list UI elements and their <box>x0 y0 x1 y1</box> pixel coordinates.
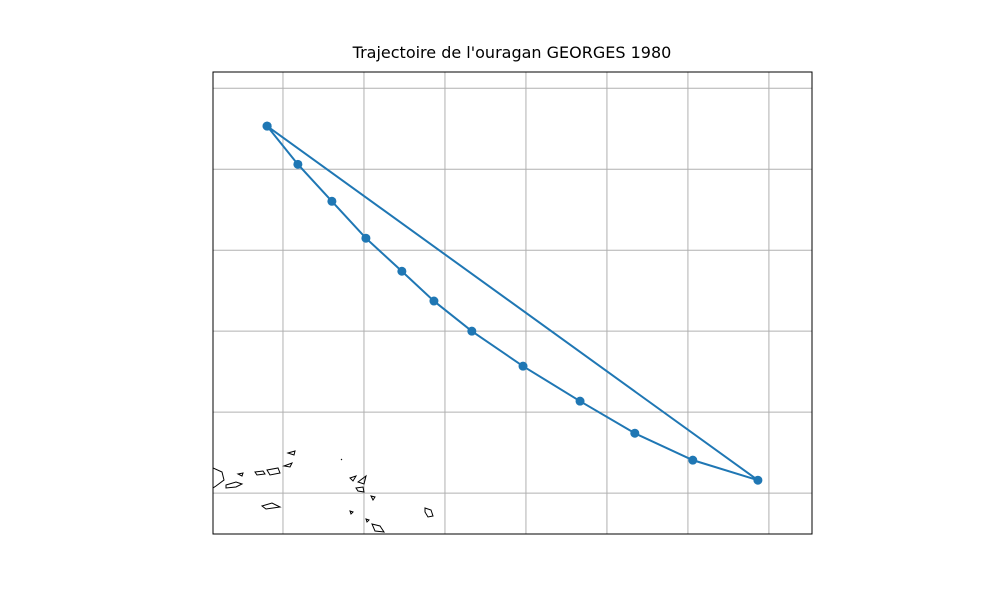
axes-frame <box>212 71 813 535</box>
coastlines <box>213 450 434 533</box>
track-point <box>397 266 407 276</box>
track-point <box>518 361 528 371</box>
chart-title: Trajectoire de l'ouragan GEORGES 1980 <box>352 43 672 62</box>
coastline <box>349 510 354 515</box>
track-point <box>467 326 477 336</box>
track-point <box>262 121 272 131</box>
coastline <box>370 495 376 501</box>
track-point <box>753 475 763 485</box>
coastline <box>260 502 282 510</box>
coastline <box>365 518 370 523</box>
coastline <box>282 462 294 468</box>
coastline <box>213 467 225 489</box>
track-point <box>688 455 698 465</box>
coastline <box>340 458 343 461</box>
track-point <box>361 233 371 243</box>
track-point <box>327 196 337 206</box>
coastline <box>355 486 365 493</box>
track-point <box>293 159 303 169</box>
coastline <box>236 472 244 477</box>
track-point <box>630 428 640 438</box>
coastline <box>349 475 358 482</box>
track-point <box>429 296 439 306</box>
coastline <box>424 507 434 518</box>
track-line <box>266 125 759 482</box>
coastline <box>356 474 367 485</box>
coastline <box>371 523 386 533</box>
coastline <box>286 450 296 456</box>
grid <box>213 72 812 534</box>
coastline <box>266 467 281 476</box>
track-point <box>575 396 585 406</box>
coastline <box>225 481 244 489</box>
coastline <box>254 470 266 476</box>
